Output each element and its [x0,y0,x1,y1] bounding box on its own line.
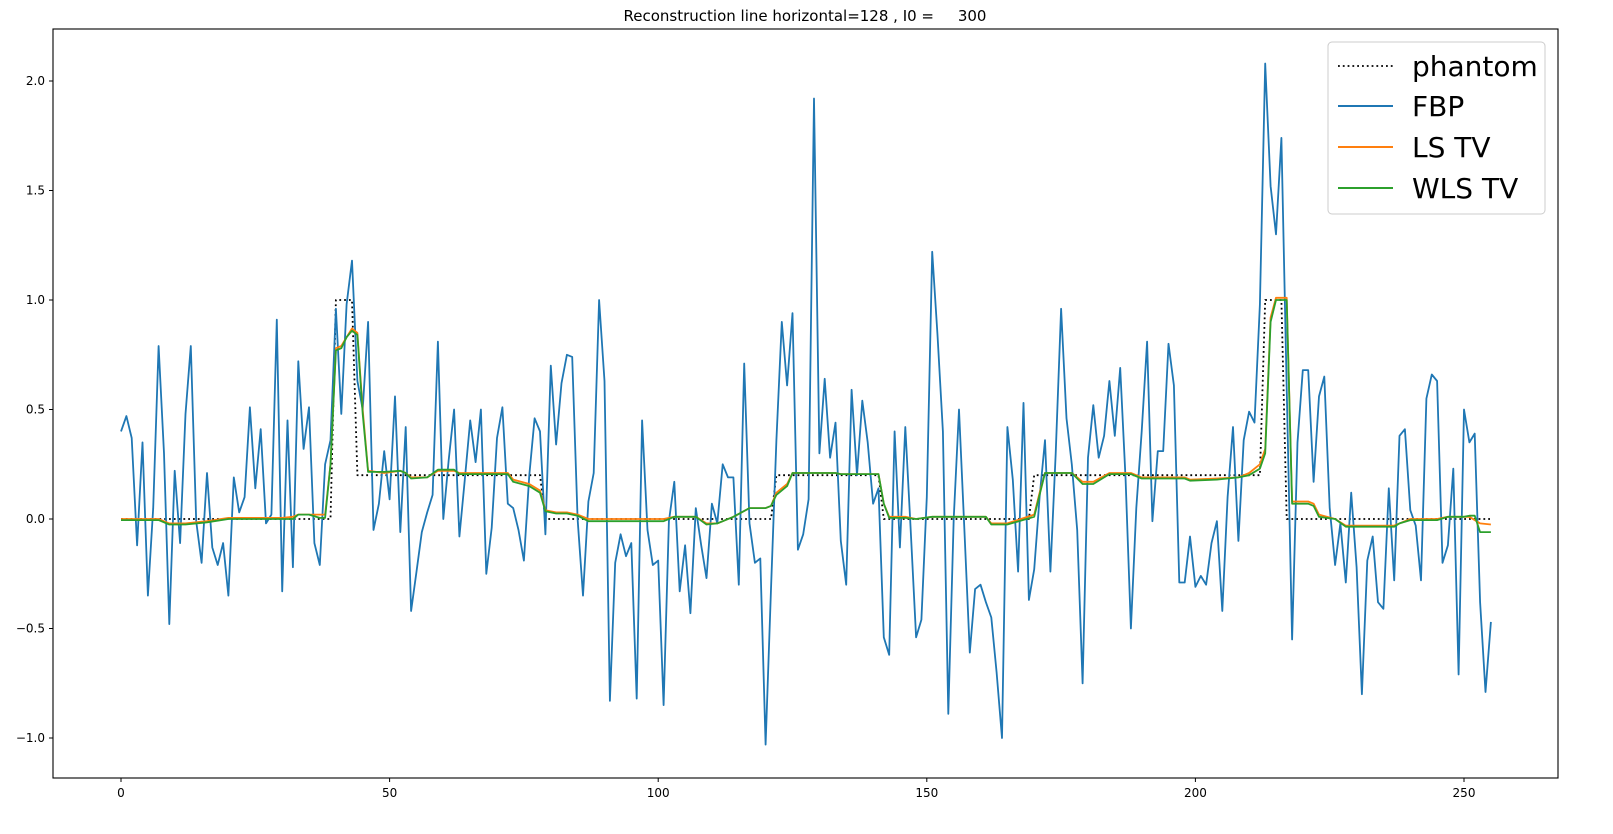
x-tick-label: 200 [1184,786,1207,800]
legend-label-phantom: phantom [1412,50,1538,83]
x-tick-label: 0 [117,786,125,800]
y-tick-label: 1.5 [26,184,45,198]
legend-label-wls-tv: WLS TV [1412,172,1518,205]
legend-label-ls-tv: LS TV [1412,131,1491,164]
x-axis: 0 50 100 150 200 250 [117,778,1475,800]
chart-title: Reconstruction line horizontal=128 , I0 … [624,7,987,25]
legend-item-wls-tv: WLS TV [1338,172,1518,205]
x-tick-label: 250 [1453,786,1476,800]
legend-box [1327,41,1546,215]
series-phantom-line [121,299,1491,520]
y-tick-label: 2.0 [26,74,45,88]
plot-area [52,28,1559,779]
axes-frame [52,28,1559,779]
x-tick-label: 150 [915,786,938,800]
x-tick-label: 50 [382,786,397,800]
series-fbp-line [120,62,1492,746]
y-tick-label: 1.0 [26,293,45,307]
series-wls-tv-line [121,299,1491,533]
y-tick-label: −0.5 [16,622,45,636]
y-tick-label: 0.5 [26,403,45,417]
legend-item-phantom: phantom [1338,50,1538,83]
y-tick-label: 0.0 [26,512,45,526]
legend: phantom FBP LS TV WLS TV [1327,41,1546,215]
legend-label-fbp: FBP [1412,90,1464,123]
y-axis: −1.0 −0.5 0.0 0.5 1.0 1.5 2.0 [16,74,53,745]
legend-item-ls-tv: LS TV [1338,131,1491,164]
legend-item-fbp: FBP [1338,90,1464,123]
y-tick-label: −1.0 [16,731,45,745]
x-tick-label: 100 [647,786,670,800]
